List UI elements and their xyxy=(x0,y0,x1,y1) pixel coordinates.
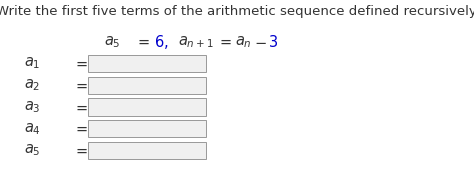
Text: $-$: $-$ xyxy=(254,34,266,49)
Text: $a_5$: $a_5$ xyxy=(104,34,121,50)
Text: $=$: $=$ xyxy=(217,34,233,49)
Text: $6,$: $6,$ xyxy=(154,33,169,51)
Text: $a_2$: $a_2$ xyxy=(24,77,40,93)
Text: $a_n$: $a_n$ xyxy=(235,34,251,50)
Text: $a_4$: $a_4$ xyxy=(24,121,41,137)
Text: $=$: $=$ xyxy=(73,100,89,114)
Text: $3$: $3$ xyxy=(268,34,278,50)
Text: $=$: $=$ xyxy=(135,34,151,49)
Text: Write the first five terms of the arithmetic sequence defined recursively.: Write the first five terms of the arithm… xyxy=(0,5,474,18)
FancyBboxPatch shape xyxy=(88,77,206,94)
Text: $a_1$: $a_1$ xyxy=(24,56,40,71)
Text: $=$: $=$ xyxy=(73,56,89,71)
Text: $a_3$: $a_3$ xyxy=(24,99,40,115)
Text: $=$: $=$ xyxy=(73,143,89,158)
Text: $a_{n+1}$: $a_{n+1}$ xyxy=(178,34,213,50)
FancyBboxPatch shape xyxy=(88,98,206,116)
Text: $=$: $=$ xyxy=(73,121,89,136)
Text: $=$: $=$ xyxy=(73,78,89,93)
Text: $a_5$: $a_5$ xyxy=(24,143,40,158)
FancyBboxPatch shape xyxy=(88,55,206,72)
FancyBboxPatch shape xyxy=(88,120,206,137)
FancyBboxPatch shape xyxy=(88,142,206,159)
